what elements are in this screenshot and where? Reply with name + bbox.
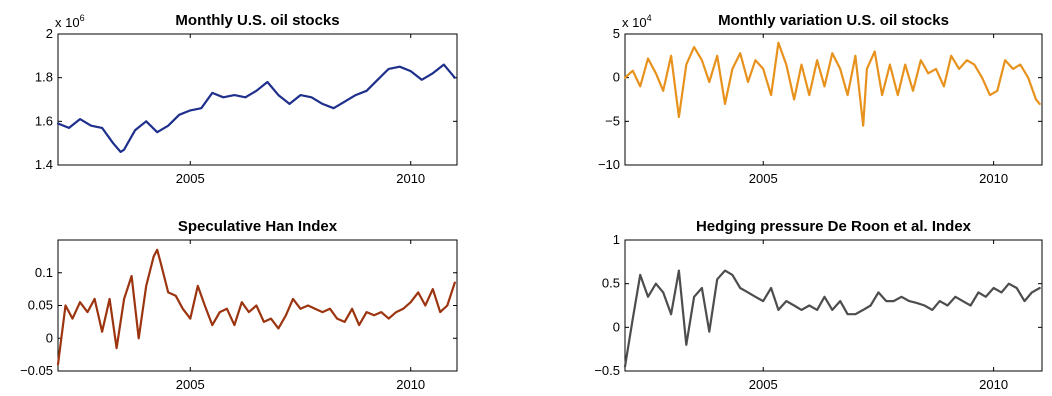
y-tick-label: 0 (613, 319, 620, 334)
y-tick-label: 0.5 (602, 276, 620, 291)
x-tick-label: 2010 (979, 171, 1008, 186)
y-tick-label: 0 (613, 70, 620, 85)
plot-frame (624, 33, 1043, 166)
x-tick-label: 2010 (396, 171, 425, 186)
x-tick-label: 2005 (749, 171, 778, 186)
y-tick-label: 0.1 (35, 265, 53, 280)
y-tick-label: −0.5 (594, 363, 620, 378)
chart-panel-1: Monthly U.S. oil stocks x 106 1.4 1.6 1.8 2 20… (35, 12, 458, 186)
axis-exponent-label: x 104 (622, 13, 652, 30)
plot-frame (624, 239, 1043, 372)
chart-title: Monthly variation U.S. oil stocks (718, 12, 949, 29)
x-tick-label: 2005 (749, 377, 778, 392)
chart-panel-2: Monthly variation U.S. oil stocks x 104 −1… (598, 12, 1043, 186)
x-tick-label: 2005 (176, 377, 205, 392)
x-tick-label: 2005 (176, 171, 205, 186)
x-tick-label: 2010 (396, 377, 425, 392)
chart-title: Speculative Han Index (178, 218, 338, 235)
x-tick-label: 2010 (979, 377, 1008, 392)
chart-title: Monthly U.S. oil stocks (175, 12, 339, 29)
series-line (623, 269, 1041, 368)
chart-panel-4: Hedging pressure De Roon et al. Index −0.… (594, 218, 1043, 392)
chart-panel-3: Speculative Han Index −0.05 0 0.05 0.1 2005 20… (20, 218, 458, 392)
y-tick-label: −5 (605, 113, 620, 128)
y-tick-label: 5 (613, 26, 620, 41)
y-tick-label: −10 (598, 157, 620, 172)
series-line (56, 248, 456, 366)
chart-title: Hedging pressure De Roon et al. Index (696, 218, 972, 235)
series-line (56, 63, 456, 153)
y-tick-label: 1.4 (35, 157, 53, 172)
series-line (623, 41, 1041, 127)
y-tick-label: 0.05 (28, 298, 53, 313)
y-tick-label: 1 (613, 232, 620, 247)
axis-exponent-label: x 106 (55, 13, 85, 30)
plot-frame (57, 33, 458, 166)
y-tick-label: 1.8 (35, 70, 53, 85)
y-tick-label: 0 (46, 330, 53, 345)
y-tick-label: −0.05 (20, 363, 53, 378)
y-tick-label: 2 (46, 26, 53, 41)
y-tick-label: 1.6 (35, 113, 53, 128)
